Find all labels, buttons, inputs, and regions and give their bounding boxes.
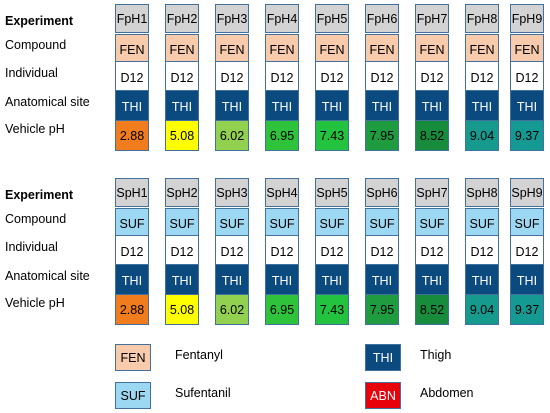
- site-cell: THI: [365, 90, 399, 124]
- experiment-cell: SpH5: [315, 178, 349, 207]
- compound-cell: SUF: [510, 208, 544, 239]
- ph-cell: 6.95: [265, 120, 299, 151]
- site-cell: THI: [265, 264, 299, 298]
- compound-cell: FEN: [415, 34, 449, 65]
- row-label-ph: Vehicle pH: [5, 296, 65, 310]
- individual-cell: D12: [265, 235, 299, 268]
- experiment-cell: SpH9: [510, 178, 544, 207]
- site-cell: THI: [465, 264, 499, 298]
- individual-cell: D12: [215, 235, 249, 268]
- legend-swatch-fen: FEN: [115, 344, 151, 371]
- site-cell: THI: [465, 90, 499, 124]
- experiment-cell: FpH2: [165, 4, 199, 33]
- legend-swatch-thi: THI: [365, 344, 401, 371]
- individual-cell: D12: [115, 61, 149, 94]
- experiment-cell: SpH4: [265, 178, 299, 207]
- row-label-site: Anatomical site: [5, 95, 90, 109]
- experiment-cell: FpH1: [115, 4, 149, 33]
- compound-cell: SUF: [465, 208, 499, 239]
- ph-cell: 2.88: [115, 120, 149, 151]
- site-cell: THI: [265, 90, 299, 124]
- compound-cell: FEN: [165, 34, 199, 65]
- site-cell: THI: [510, 90, 544, 124]
- row-label-experiment: Experiment: [5, 188, 74, 202]
- ph-cell: 5.08: [165, 294, 199, 325]
- experiment-cell: FpH6: [365, 4, 399, 33]
- ph-cell: 7.43: [315, 120, 349, 151]
- ph-cell: 2.88: [115, 294, 149, 325]
- row-label-compound: Compound: [5, 38, 67, 52]
- individual-cell: D12: [510, 61, 544, 94]
- site-cell: THI: [165, 90, 199, 124]
- individual-cell: D12: [115, 235, 149, 268]
- site-cell: THI: [215, 264, 249, 298]
- row-label-ph: Vehicle pH: [5, 122, 65, 136]
- compound-cell: SUF: [115, 208, 149, 239]
- compound-cell: SUF: [315, 208, 349, 239]
- site-cell: THI: [415, 90, 449, 124]
- site-cell: THI: [165, 264, 199, 298]
- row-label-compound: Compound: [5, 212, 67, 226]
- ph-cell: 5.08: [165, 120, 199, 151]
- legend-label-abn: Abdomen: [420, 386, 474, 400]
- legend-label-suf: Sufentanil: [175, 386, 231, 400]
- ph-cell: 7.43: [315, 294, 349, 325]
- experiment-cell: SpH2: [165, 178, 199, 207]
- row-label-individual: Individual: [5, 240, 58, 254]
- site-cell: THI: [365, 264, 399, 298]
- experiment-cell: FpH7: [415, 4, 449, 33]
- ph-cell: 6.95: [265, 294, 299, 325]
- row-label-site: Anatomical site: [5, 269, 90, 283]
- experiment-cell: SpH3: [215, 178, 249, 207]
- ph-cell: 8.52: [415, 120, 449, 151]
- individual-cell: D12: [315, 61, 349, 94]
- ph-cell: 6.02: [215, 120, 249, 151]
- site-cell: THI: [215, 90, 249, 124]
- experiment-cell: SpH6: [365, 178, 399, 207]
- compound-cell: SUF: [215, 208, 249, 239]
- compound-cell: FEN: [315, 34, 349, 65]
- experiment-cell: FpH3: [215, 4, 249, 33]
- compound-cell: FEN: [510, 34, 544, 65]
- site-cell: THI: [415, 264, 449, 298]
- site-cell: THI: [315, 264, 349, 298]
- experiment-cell: FpH5: [315, 4, 349, 33]
- row-label-experiment: Experiment: [5, 14, 74, 28]
- experiment-cell: SpH8: [465, 178, 499, 207]
- individual-cell: D12: [265, 61, 299, 94]
- compound-cell: SUF: [415, 208, 449, 239]
- compound-cell: SUF: [365, 208, 399, 239]
- ph-cell: 8.52: [415, 294, 449, 325]
- site-cell: THI: [315, 90, 349, 124]
- legend-swatch-suf: SUF: [115, 382, 151, 409]
- ph-cell: 7.95: [365, 120, 399, 151]
- experiment-cell: FpH9: [510, 4, 544, 33]
- ph-cell: 6.02: [215, 294, 249, 325]
- legend-swatch-abn: ABN: [365, 382, 401, 409]
- site-cell: THI: [510, 264, 544, 298]
- experiment-cell: FpH4: [265, 4, 299, 33]
- ph-cell: 9.04: [465, 294, 499, 325]
- individual-cell: D12: [415, 61, 449, 94]
- compound-cell: SUF: [265, 208, 299, 239]
- row-label-individual: Individual: [5, 66, 58, 80]
- site-cell: THI: [115, 264, 149, 298]
- compound-cell: FEN: [465, 34, 499, 65]
- individual-cell: D12: [465, 235, 499, 268]
- experiment-cell: FpH8: [465, 4, 499, 33]
- ph-cell: 9.37: [510, 120, 544, 151]
- legend-label-thi: Thigh: [420, 348, 452, 362]
- legend-label-fen: Fentanyl: [175, 348, 223, 362]
- compound-cell: FEN: [215, 34, 249, 65]
- site-cell: THI: [115, 90, 149, 124]
- ph-cell: 9.37: [510, 294, 544, 325]
- ph-cell: 9.04: [465, 120, 499, 151]
- experiment-cell: SpH7: [415, 178, 449, 207]
- experiment-cell: SpH1: [115, 178, 149, 207]
- individual-cell: D12: [165, 61, 199, 94]
- individual-cell: D12: [365, 235, 399, 268]
- ph-cell: 7.95: [365, 294, 399, 325]
